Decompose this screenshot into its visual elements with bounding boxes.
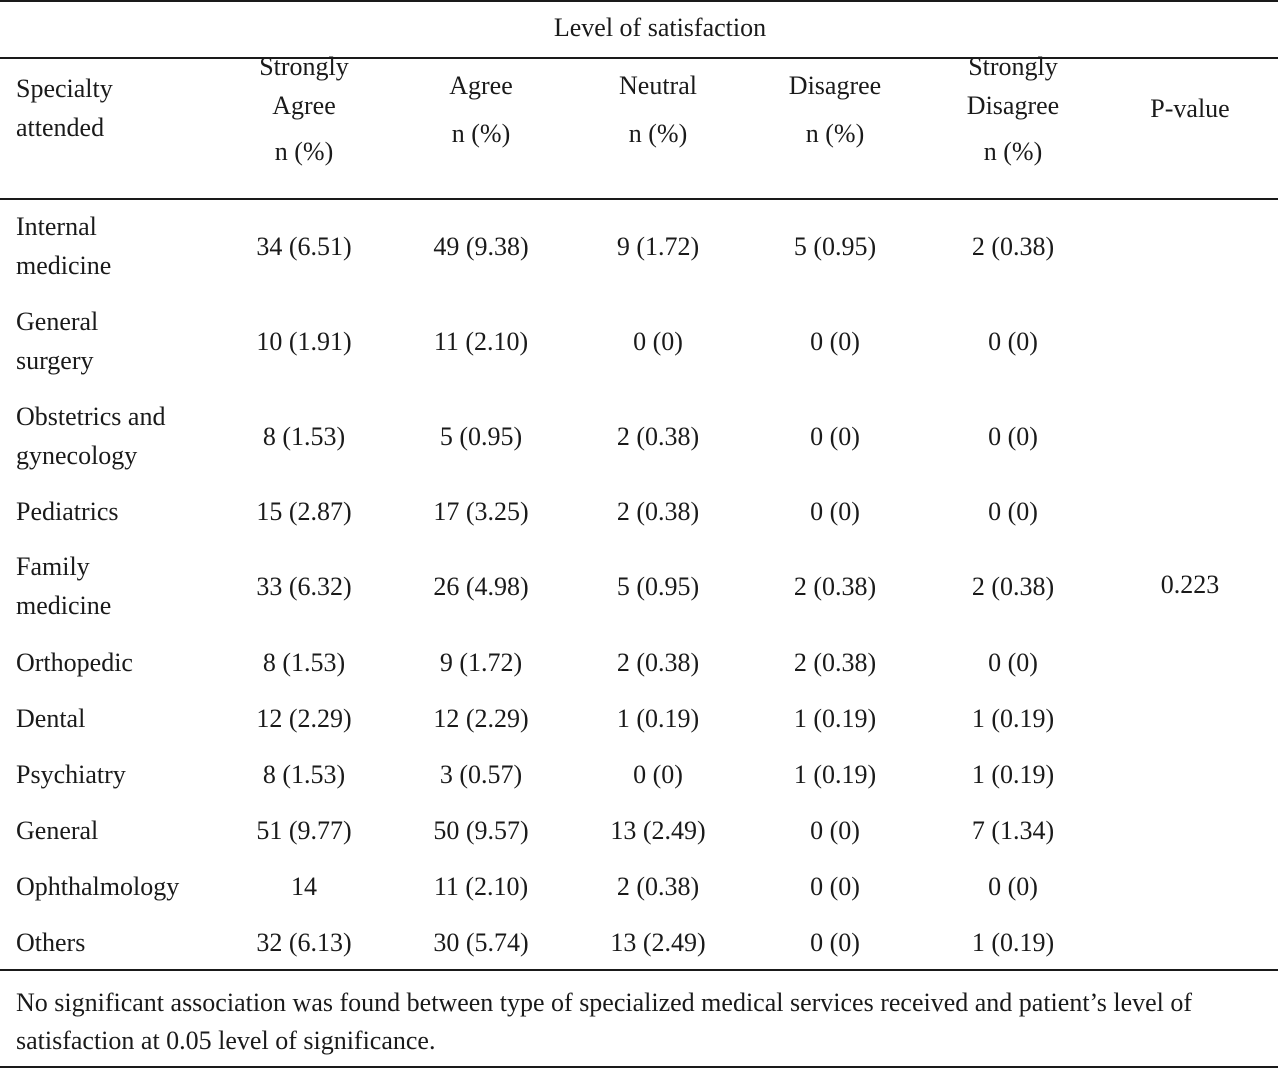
table-cell: 2 (0.38)	[616, 871, 700, 901]
table-cell: 32 (6.13)	[256, 927, 352, 957]
table-cell: 12 (2.29)	[433, 703, 529, 733]
table-footnote: No significant association was found bet…	[16, 988, 1193, 1055]
column-header-2-line-1: n (%)	[451, 118, 511, 148]
specialty-label: Ophthalmology	[16, 871, 180, 901]
specialty-label: Internal	[16, 212, 97, 241]
table-cell: 8 (1.53)	[262, 421, 346, 451]
specialty-label: Orthopedic	[16, 647, 133, 677]
table-cell: 2 (0.38)	[616, 421, 700, 451]
table-cell: 30 (5.74)	[433, 927, 529, 957]
column-header-1-line-0: Strongly	[259, 51, 349, 81]
group-rule	[0, 57, 1278, 59]
group-header: Level of satisfaction	[553, 13, 767, 42]
table-cell: 1 (0.19)	[971, 759, 1055, 789]
bottom-rule	[0, 1066, 1278, 1068]
specialty-label: General	[16, 815, 99, 845]
specialty-label: Dental	[16, 703, 86, 733]
specialty-label: Pediatrics	[16, 496, 119, 526]
table-cell: 12 (2.29)	[256, 703, 352, 733]
table-cell: 5 (0.95)	[616, 571, 700, 601]
column-header-4-line-1: n (%)	[805, 118, 865, 148]
table-cell: 1 (0.19)	[793, 703, 877, 733]
table-cell: 0 (0)	[810, 326, 860, 356]
table-cell: 11 (2.10)	[433, 871, 529, 901]
table-cell: 0 (0)	[633, 759, 683, 789]
table-cell: 51 (9.77)	[256, 815, 352, 845]
table-cell: 9 (1.72)	[439, 647, 523, 677]
specialty-label: gynecology	[16, 441, 138, 470]
specialty-label: General	[16, 307, 99, 336]
top-rule	[0, 0, 1278, 2]
column-header-5-line-0: Strongly	[968, 51, 1058, 81]
footnote-rule	[0, 969, 1278, 971]
specialty-label: medicine	[16, 251, 112, 280]
column-header-3-line-1: n (%)	[628, 118, 688, 148]
table-cell: 1 (0.19)	[971, 927, 1055, 957]
table-cell: 34 (6.51)	[256, 231, 352, 261]
table-cell: 2 (0.38)	[971, 571, 1055, 601]
table-cell: 0 (0)	[988, 871, 1038, 901]
table-cell: 49 (9.38)	[433, 231, 529, 261]
table-cell: 2 (0.38)	[793, 647, 877, 677]
table-cell: 5 (0.95)	[793, 231, 877, 261]
column-header-0-line-0: Specialty	[16, 73, 113, 103]
column-header-6-line-0: P-value	[1150, 93, 1230, 123]
table-cell: 2 (0.38)	[971, 231, 1055, 261]
table-cell: 2 (0.38)	[616, 496, 700, 526]
specialty-label: Obstetrics and	[16, 402, 166, 431]
table-cell: 0 (0)	[810, 871, 860, 901]
specialty-label: medicine	[16, 591, 112, 620]
column-header-4-line-0: Disagree	[788, 70, 882, 100]
table-cell: 33 (6.32)	[256, 571, 352, 601]
table-cell: 50 (9.57)	[433, 815, 529, 845]
table-cell: 10 (1.91)	[256, 326, 352, 356]
table-cell: 13 (2.49)	[610, 927, 706, 957]
column-header-1-line-2: n (%)	[274, 136, 334, 166]
table-cell: 0 (0)	[988, 326, 1038, 356]
table-cell: 3 (0.57)	[439, 759, 523, 789]
column-header-1-line-1: Agree	[272, 90, 336, 120]
table-cell: 14	[291, 871, 317, 901]
table-cell: 1 (0.19)	[971, 703, 1055, 733]
specialty-label: Others	[16, 927, 86, 957]
p-value-cell: 0.223	[1160, 569, 1220, 599]
table-cell: 1 (0.19)	[616, 703, 700, 733]
table-cell: 0 (0)	[810, 815, 860, 845]
table-cell: 9 (1.72)	[616, 231, 700, 261]
table-cell: 0 (0)	[633, 326, 683, 356]
table-cell: 0 (0)	[810, 927, 860, 957]
column-header-2-line-0: Agree	[449, 70, 513, 100]
table-cell: 26 (4.98)	[433, 571, 529, 601]
specialty-label: Psychiatry	[16, 759, 126, 789]
specialty-label: surgery	[16, 346, 94, 375]
column-header-5-line-2: n (%)	[983, 136, 1043, 166]
table-cell: 11 (2.10)	[433, 326, 529, 356]
column-header-5-line-1: Disagree	[966, 90, 1060, 120]
header-rule	[0, 198, 1278, 200]
table-cell: 0 (0)	[988, 496, 1038, 526]
table-cell: 2 (0.38)	[793, 571, 877, 601]
table-cell: 7 (1.34)	[971, 815, 1055, 845]
table-cell: 17 (3.25)	[433, 496, 529, 526]
column-header-0-line-1: attended	[16, 112, 105, 142]
table-cell: 5 (0.95)	[439, 421, 523, 451]
table-cell: 0 (0)	[988, 647, 1038, 677]
table-cell: 15 (2.87)	[256, 496, 352, 526]
specialty-label: Family	[16, 552, 90, 581]
table-cell: 0 (0)	[810, 421, 860, 451]
table-cell: 2 (0.38)	[616, 647, 700, 677]
table-cell: 13 (2.49)	[610, 815, 706, 845]
table-cell: 8 (1.53)	[262, 647, 346, 677]
column-header-3-line-0: Neutral	[619, 70, 697, 100]
table-cell: 1 (0.19)	[793, 759, 877, 789]
table-cell: 0 (0)	[810, 496, 860, 526]
table-cell: 0 (0)	[988, 421, 1038, 451]
table-cell: 8 (1.53)	[262, 759, 346, 789]
